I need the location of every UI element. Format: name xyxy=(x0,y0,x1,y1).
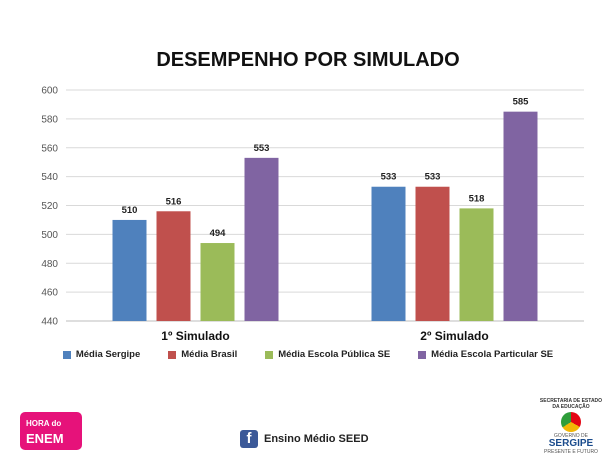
bar xyxy=(459,208,494,321)
seal-slogan-text: PRESENTE E FUTURO xyxy=(544,449,598,455)
x-category-label: 1º Simulado xyxy=(161,329,229,343)
legend-label: Média Escola Particular SE xyxy=(431,349,554,360)
y-tick-label: 500 xyxy=(41,230,58,241)
chart-legend: Média Sergipe Média Brasil Média Escola Pú… xyxy=(0,349,616,360)
data-label: 533 xyxy=(425,172,441,183)
facebook-footer: f Ensino Médio SEED xyxy=(240,430,369,448)
data-label: 494 xyxy=(210,228,227,239)
data-label: 585 xyxy=(513,97,530,108)
bar xyxy=(156,211,191,321)
bar xyxy=(244,157,279,321)
legend-swatch xyxy=(168,350,177,359)
legend-item: Média Escola Pública SE xyxy=(265,349,390,360)
y-tick-label: 460 xyxy=(41,288,58,299)
data-label: 518 xyxy=(469,193,485,204)
data-label: 553 xyxy=(254,143,270,154)
bar xyxy=(112,219,147,321)
logo-line2: ENEM xyxy=(26,431,64,446)
governo-sergipe-seal: SECRETARIA DE ESTADO DA EDUCAÇÃO GOVERNO… xyxy=(538,398,604,456)
y-tick-label: 540 xyxy=(41,172,58,183)
y-tick-label: 440 xyxy=(41,317,58,328)
legend-item: Média Brasil xyxy=(168,349,237,360)
data-label: 510 xyxy=(122,205,138,216)
y-tick-label: 600 xyxy=(41,86,58,97)
seal-gov-text: GOVERNO DE xyxy=(554,433,588,439)
facebook-page-label: Ensino Médio SEED xyxy=(264,433,369,445)
logo-line1: HORA do xyxy=(26,419,62,428)
y-tick-label: 480 xyxy=(41,259,58,270)
bar xyxy=(200,243,235,321)
facebook-icon: f xyxy=(240,430,258,448)
y-tick-label: 520 xyxy=(41,201,58,212)
hora-do-enem-logo: HORA do ENEM xyxy=(20,412,82,450)
bar xyxy=(415,186,450,321)
legend-swatch xyxy=(265,350,274,359)
data-label: 516 xyxy=(166,196,182,207)
y-tick-label: 560 xyxy=(41,143,58,154)
seal-sergipe-text: SERGIPE xyxy=(548,438,594,449)
bar xyxy=(503,111,538,321)
legend-label: Média Brasil xyxy=(181,349,238,360)
legend-label: Média Escola Pública SE xyxy=(278,349,391,360)
legend-item: Média Sergipe xyxy=(62,349,141,360)
bar xyxy=(371,186,406,321)
legend-swatch xyxy=(418,350,427,359)
legend-swatch xyxy=(62,350,71,359)
legend-label: Média Sergipe xyxy=(75,349,141,360)
y-tick-label: 580 xyxy=(41,114,58,125)
sergipe-emblem-icon xyxy=(561,412,581,432)
seal-secretaria-text: SECRETARIA DE ESTADO DA EDUCAÇÃO xyxy=(539,398,603,410)
legend-item: Média Escola Particular SE xyxy=(418,349,553,360)
x-category-label: 2º Simulado xyxy=(420,329,488,343)
data-label: 533 xyxy=(381,172,397,183)
chart-title: DESEMPENHO POR SIMULADO xyxy=(156,49,460,71)
